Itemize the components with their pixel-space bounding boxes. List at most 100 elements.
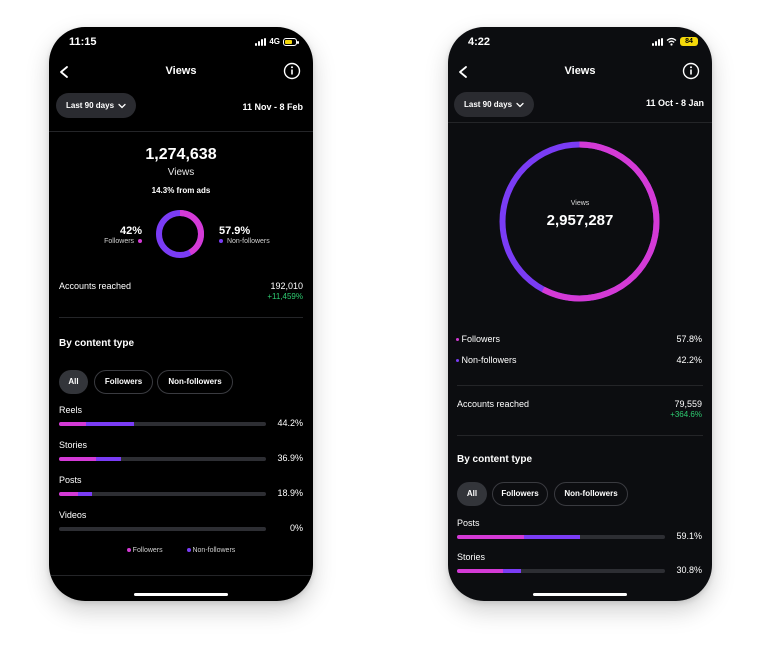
signal-icon	[652, 37, 663, 46]
bar-segment-followers	[59, 492, 78, 496]
non-followers-pct: 57.9%	[219, 225, 251, 237]
chevron-left-icon	[60, 66, 68, 78]
non-followers-row: Non-followers	[456, 355, 517, 365]
home-indicator[interactable]	[533, 593, 627, 596]
content-row-pct: 59.1%	[676, 531, 702, 541]
divider	[49, 131, 313, 132]
content-type-heading: By content type	[59, 338, 135, 349]
bar-segment-followers	[457, 569, 503, 573]
content-row-label: Videos	[59, 510, 87, 520]
bar-segment-non-followers	[502, 569, 522, 573]
followers-pct: 42%	[119, 225, 142, 237]
status-time: 4:22	[468, 36, 491, 48]
divider	[457, 435, 703, 436]
content-row-label: Stories	[59, 440, 88, 450]
battery-level: 84	[680, 37, 698, 46]
phone-screen-2: 4:22 84 Views Last 90 days 11 Oct - 8 Ja…	[448, 27, 712, 601]
content-row-pct: 30.8%	[676, 565, 702, 575]
bar-segment-followers	[457, 535, 524, 539]
views-label: Views	[167, 167, 195, 178]
accounts-reached-value: 192,010	[270, 281, 303, 291]
donut-segment-followers	[156, 210, 204, 258]
legend-non-followers: Non-followers	[192, 547, 236, 554]
divider	[49, 575, 313, 576]
legend-followers: Followers	[132, 547, 163, 554]
non-followers-dot-icon	[456, 359, 459, 363]
divider	[448, 122, 712, 123]
page-title: Views	[564, 65, 596, 77]
donut-total: 2,957,287	[546, 212, 614, 229]
home-indicator[interactable]	[134, 593, 228, 596]
ads-note: 14.3% from ads	[151, 186, 211, 195]
info-icon	[682, 62, 700, 80]
followers-row: Followers	[456, 334, 500, 344]
non-followers-legend: Non-followers	[219, 238, 270, 245]
followers-dot-icon	[138, 239, 142, 244]
filter-non-followers[interactable]: Non-followers	[157, 370, 233, 394]
back-button[interactable]	[57, 64, 73, 80]
accounts-reached-label: Accounts reached	[457, 399, 530, 409]
bar-segment-non-followers	[77, 492, 93, 496]
content-row-bar	[457, 569, 665, 573]
page-title: Views	[165, 65, 197, 77]
date-range-label: Last 90 days	[464, 100, 513, 109]
status-time: 11:15	[69, 36, 97, 48]
date-range-label: Last 90 days	[66, 101, 115, 110]
divider	[457, 385, 703, 386]
followers-legend: Followers	[79, 238, 142, 245]
donut-segment-followers	[499, 141, 660, 302]
views-total: 1,274,638	[145, 146, 217, 163]
filter-all[interactable]: All	[457, 482, 487, 506]
bar-segment-followers	[59, 422, 86, 426]
content-row-label: Posts	[59, 475, 82, 485]
donut-label: Views	[570, 200, 590, 207]
info-button[interactable]	[682, 62, 700, 80]
content-row-pct: 0%	[289, 523, 303, 533]
bar-segment-non-followers	[96, 457, 122, 461]
wifi-icon	[666, 37, 677, 46]
chevron-down-icon	[118, 103, 126, 108]
non-followers-dot-icon	[219, 239, 223, 244]
filter-non-followers[interactable]: Non-followers	[554, 482, 628, 506]
filter-followers[interactable]: Followers	[492, 482, 548, 506]
back-button[interactable]	[456, 64, 472, 80]
followers-label: Followers	[461, 334, 501, 344]
content-row-bar	[457, 535, 665, 539]
accounts-reached-change: +364.6%	[670, 410, 702, 419]
accounts-reached-value: 79,559	[674, 399, 702, 409]
filter-followers[interactable]: Followers	[94, 370, 153, 394]
non-followers-label: Non-followers	[461, 355, 517, 365]
date-range-text: 11 Nov - 8 Feb	[242, 102, 303, 112]
non-followers-pct: 42.2%	[676, 355, 702, 365]
divider	[59, 317, 303, 318]
accounts-reached-change: +11,459%	[267, 292, 303, 301]
bar-segment-non-followers	[85, 422, 134, 426]
content-row-pct: 44.2%	[277, 418, 303, 428]
bar-legend: Followers Non-followers	[49, 547, 313, 554]
status-icons: 4G	[255, 37, 299, 46]
non-followers-dot-icon	[186, 548, 191, 553]
date-range-dropdown[interactable]: Last 90 days	[56, 93, 137, 118]
followers-pct: 57.8%	[676, 334, 702, 344]
followers-dot-icon	[126, 548, 131, 553]
bar-segment-followers	[59, 457, 97, 461]
battery-charging-icon	[283, 37, 299, 46]
content-row-label: Reels	[59, 405, 83, 415]
date-range-text: 11 Oct - 8 Jan	[645, 98, 704, 108]
followers-donut	[156, 210, 204, 258]
date-range-dropdown[interactable]: Last 90 days	[454, 92, 535, 117]
content-row-label: Posts	[457, 518, 480, 528]
info-icon	[283, 62, 301, 80]
chevron-down-icon	[516, 102, 524, 107]
bar-segment-non-followers	[523, 535, 580, 539]
filter-all[interactable]: All	[59, 370, 88, 394]
content-row-bar	[59, 527, 266, 531]
content-row-label: Stories	[457, 552, 486, 562]
info-button[interactable]	[283, 62, 301, 80]
content-row-pct: 18.9%	[277, 488, 303, 498]
non-followers-label: Non-followers	[226, 238, 270, 245]
followers-dot-icon	[456, 338, 459, 342]
content-row-pct: 36.9%	[277, 453, 303, 463]
signal-icon	[255, 37, 267, 46]
content-row-bar	[59, 492, 266, 496]
